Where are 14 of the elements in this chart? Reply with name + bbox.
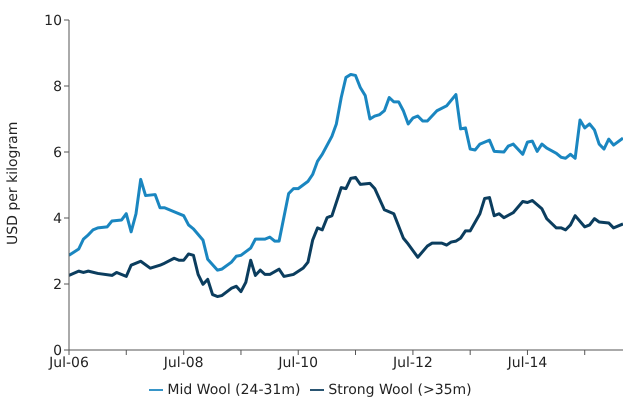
y-axis-title: USD per kilogram <box>4 122 21 245</box>
x-tick-label: Jul-08 <box>162 354 204 371</box>
line-series <box>69 176 623 298</box>
y-tick-label: 2 <box>53 276 62 293</box>
y-tick-label: 6 <box>53 144 62 161</box>
x-tick-label: Jul-12 <box>392 354 433 371</box>
x-tick-label: Jul-14 <box>506 354 548 371</box>
legend-label: Strong Wool (>35m) <box>328 382 472 398</box>
y-tick-label: 8 <box>53 78 62 95</box>
y-tick-label: 4 <box>53 210 62 227</box>
y-tick-label: 10 <box>44 12 62 29</box>
legend-label: Mid Wool (24-31m) <box>167 382 300 398</box>
line-series <box>69 72 623 272</box>
x-tick-label: Jul-10 <box>277 354 318 371</box>
